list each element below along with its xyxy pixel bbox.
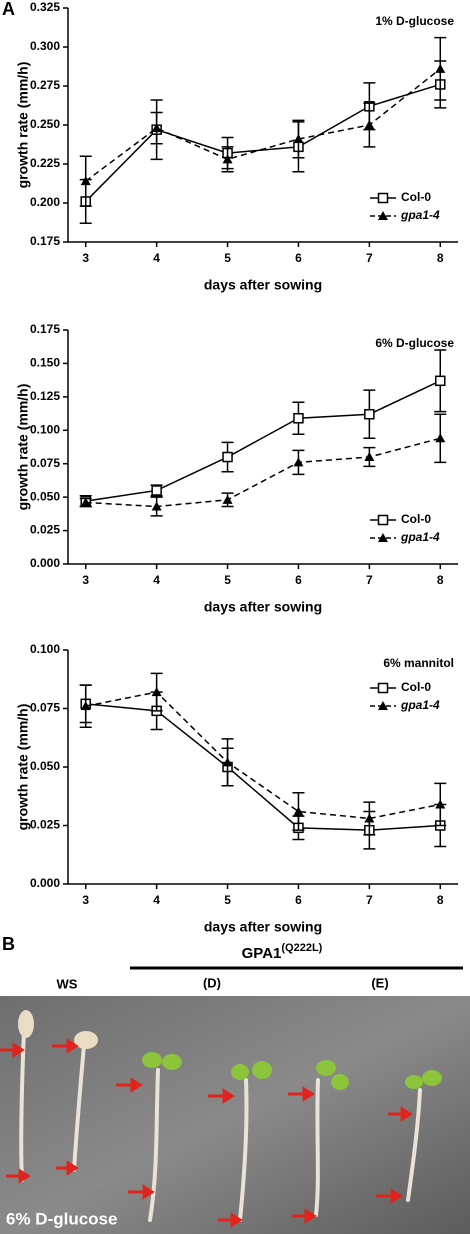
series-line [85,83,441,202]
y-tick-label: 0.200 [30,195,60,209]
marker [364,408,375,420]
x-tick-label: 8 [437,893,444,907]
group-superscript: (Q222L) [281,942,322,954]
y-axis-label: growth rate (mm/h) [15,704,31,831]
x-tick-label: 7 [366,573,373,587]
marker [377,192,389,204]
x-tick-label: 6 [295,573,302,587]
x-axis-label: days after sowing [204,919,322,935]
marker [151,687,162,697]
marker [377,514,389,526]
marker [293,806,304,816]
x-tick-label: 8 [437,573,444,587]
y-tick-label: 0.325 [30,0,60,14]
marker [222,451,233,463]
y-tick-label: 0.025 [30,818,60,832]
x-tick-label: 7 [366,251,373,265]
marker [364,452,375,462]
marker [378,211,388,220]
marker [364,120,375,129]
y-tick-label: 0.050 [30,759,60,773]
marker [80,176,91,186]
x-axis-label: days after sowing [204,277,322,293]
y-tick-label: 0.075 [30,456,60,470]
x-tick-label: 5 [224,573,231,587]
legend-label: Col-0 [401,512,431,526]
marker [293,134,304,144]
marker [151,485,162,496]
legend-label: gpa1-4 [400,208,440,222]
x-tick-label: 3 [82,573,89,587]
y-tick-label: 0.175 [30,234,60,248]
y-tick-label: 0.125 [30,389,60,403]
y-axis-label: growth rate (mm/h) [15,62,31,189]
marker [435,63,446,73]
marker [435,799,446,809]
y-tick-label: 0.075 [30,701,60,715]
panel-label: A [2,0,15,19]
group-name: GPA1 [242,945,282,962]
marker [364,813,375,823]
x-tick-label: 3 [82,251,89,265]
series-line [85,703,441,831]
x-axis-label: days after sowing [204,599,322,615]
x-tick-label: 4 [153,893,160,907]
legend-label: Col-0 [401,680,431,694]
marker [151,123,162,133]
y-tick-label: 0.150 [30,356,60,370]
group-label: GPA1(Q222L) [242,942,323,962]
marker [435,375,446,387]
panel-label: B [2,934,15,954]
marker [80,497,91,507]
marker [222,494,233,504]
y-tick-label: 0.275 [30,78,60,92]
marker [293,413,304,424]
y-tick-label: 0.250 [30,117,60,131]
series-line [85,68,441,182]
annotation: 1% D-glucose [375,14,454,28]
marker [293,457,304,467]
y-tick-label: 0.225 [30,156,60,170]
series-line [85,380,441,502]
y-tick-label: 0.050 [30,489,60,503]
x-tick-label: 6 [295,893,302,907]
y-tick-label: 0.100 [30,642,60,656]
y-axis-label: growth rate (mm/h) [15,384,31,511]
condition-label: 6% D-glucose [6,1209,117,1228]
photo [0,996,470,1234]
x-tick-label: 8 [437,251,444,265]
y-tick-label: 0.100 [30,422,60,436]
y-tick-label: 0.300 [30,39,60,53]
lane-label: (E) [371,975,388,990]
x-tick-label: 5 [224,893,231,907]
y-tick-label: 0.175 [30,322,60,336]
y-tick-label: 0.025 [30,523,60,537]
y-tick-label: 0.000 [30,876,60,890]
marker [222,757,233,767]
lane-label: WS [57,976,78,991]
legend-label: Col-0 [401,190,431,204]
marker [378,533,388,542]
x-tick-label: 4 [153,573,160,587]
annotation: 6% mannitol [383,656,454,670]
series-line [85,437,441,508]
marker [435,433,446,443]
marker [151,501,162,511]
legend-label: gpa1-4 [400,698,440,712]
series-line [85,691,441,820]
x-tick-label: 3 [82,893,89,907]
annotation: 6% D-glucose [375,336,454,350]
y-tick-label: 0.000 [30,556,60,570]
legend-label: gpa1-4 [400,530,440,544]
marker [80,701,91,711]
marker [378,701,388,710]
x-tick-label: 4 [153,251,160,265]
x-tick-label: 5 [224,251,231,265]
x-tick-label: 6 [295,251,302,265]
marker [222,154,233,164]
x-tick-label: 7 [366,893,373,907]
lane-label: (D) [203,975,221,990]
marker [377,682,389,694]
